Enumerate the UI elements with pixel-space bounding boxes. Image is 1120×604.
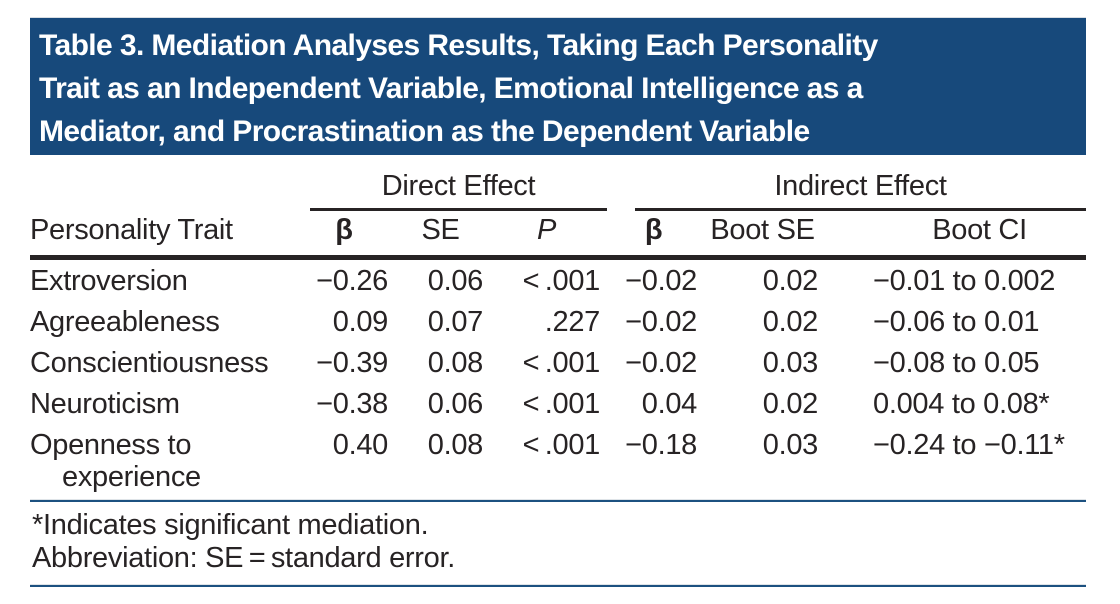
beta-direct-cell: −0.26 — [316, 265, 388, 297]
column-header-se: SE — [398, 211, 493, 260]
column-header-beta-direct: β — [300, 211, 398, 260]
column-header-boot-ci: Boot CI — [828, 211, 1087, 260]
table-row-extroversion: Extroversion −0.26 0.06 < .001 −0.02 0.0… — [30, 258, 1086, 302]
beta-direct-cell: −0.38 — [316, 388, 388, 420]
boot-ci-cell: 0.004 to 0.08* — [873, 388, 1050, 420]
beta-indirect-cell: −0.02 — [625, 347, 698, 379]
p-cell: < .001 — [522, 265, 601, 297]
results-table: Direct Effect Indirect Effect Personalit… — [30, 164, 1087, 497]
table-row-neuroticism: Neuroticism −0.38 0.06 < .001 0.04 0.02 … — [30, 383, 1086, 424]
boot-se-cell: 0.02 — [762, 306, 819, 338]
table-row-openness: Openness to experience 0.40 0.08 < .001 … — [30, 424, 1086, 497]
beta-indirect-cell: −0.02 — [625, 265, 698, 297]
column-header-row: Personality Trait β SE P β Boot SE Boot … — [30, 211, 1087, 260]
footnote-top-rule — [30, 499, 1086, 502]
p-cell: < .001 — [522, 429, 601, 461]
beta-direct-cell: 0.40 — [332, 429, 389, 461]
table-row-agreeableness: Agreeableness 0.09 0.07 .227 −0.02 0.02 … — [30, 301, 1086, 342]
column-header-beta-indirect: β — [610, 211, 708, 260]
boot-se-cell: 0.02 — [762, 265, 819, 297]
group-header-row: Direct Effect Indirect Effect — [30, 164, 1087, 211]
p-symbol: P — [536, 214, 557, 246]
p-cell: < .001 — [522, 347, 601, 379]
trait-cell: Extroversion — [30, 265, 188, 297]
p-cell: .227 — [544, 306, 601, 338]
se-cell: 0.07 — [427, 306, 484, 338]
group-header-direct: Direct Effect — [310, 170, 608, 211]
trait-cell: Agreeableness — [30, 306, 220, 338]
beta-direct-cell: −0.39 — [316, 347, 388, 379]
se-cell: 0.06 — [427, 265, 484, 297]
se-cell: 0.08 — [427, 429, 484, 461]
se-cell: 0.08 — [427, 347, 484, 379]
group-header-direct-cell: Direct Effect — [300, 164, 610, 211]
boot-se-cell: 0.02 — [762, 388, 819, 420]
column-header-p: P — [493, 211, 611, 260]
group-header-spacer — [30, 164, 300, 211]
trait-cell: Openness to experience — [30, 429, 201, 493]
beta-symbol: β — [644, 214, 663, 246]
table-title-line-2: Trait as an Independent Variable, Emotio… — [39, 72, 863, 105]
table-bottom-rule — [30, 584, 1086, 587]
table-title-line-1: Table 3. Mediation Analyses Results, Tak… — [39, 29, 878, 62]
group-header-indirect-cell: Indirect Effect — [610, 164, 1087, 211]
footnotes: *Indicates significant mediation. Abbrev… — [30, 502, 1086, 584]
column-header-trait: Personality Trait — [30, 211, 300, 260]
table-title-line-3: Mediator, and Procrastination as the Dep… — [39, 115, 810, 148]
beta-direct-cell: 0.09 — [332, 306, 389, 338]
se-cell: 0.06 — [427, 388, 484, 420]
trait-cell: Conscientiousness — [30, 347, 269, 379]
trait-cell: Neuroticism — [30, 388, 180, 420]
boot-ci-cell: −0.01 to 0.002 — [873, 265, 1056, 297]
boot-ci-cell: −0.08 to 0.05 — [873, 347, 1040, 379]
column-header-boot-se: Boot SE — [707, 211, 829, 260]
table-row-conscientiousness: Conscientiousness −0.39 0.08 < .001 −0.0… — [30, 342, 1086, 383]
footnote-significance: *Indicates significant mediation. — [32, 509, 429, 541]
boot-se-cell: 0.03 — [762, 429, 819, 461]
boot-ci-cell: −0.24 to −0.11* — [873, 429, 1065, 461]
boot-se-cell: 0.03 — [762, 347, 819, 379]
boot-ci-cell: −0.06 to 0.01 — [873, 306, 1040, 338]
p-cell: < .001 — [522, 388, 601, 420]
beta-indirect-cell: −0.18 — [625, 429, 698, 461]
group-header-indirect: Indirect Effect — [635, 170, 1087, 211]
beta-symbol: β — [335, 214, 353, 246]
beta-indirect-cell: −0.02 — [625, 306, 698, 338]
table-title-band: Table 3. Mediation Analyses Results, Tak… — [30, 17, 1086, 155]
beta-indirect-cell: 0.04 — [641, 388, 698, 420]
footnote-abbreviation: Abbreviation: SE = standard error. — [32, 542, 455, 574]
